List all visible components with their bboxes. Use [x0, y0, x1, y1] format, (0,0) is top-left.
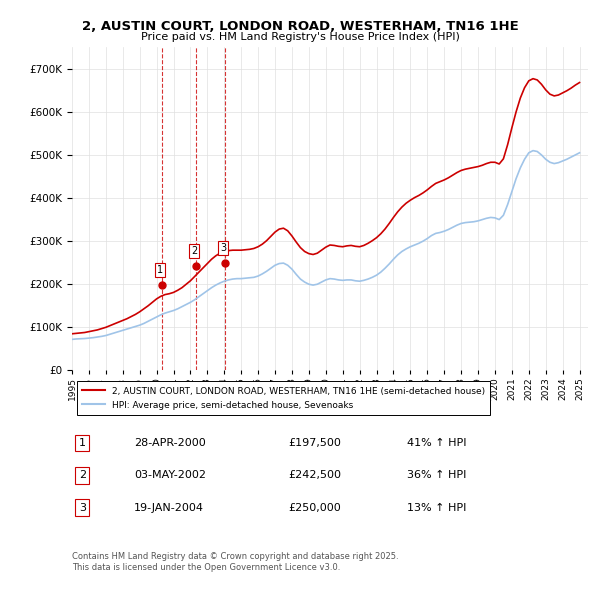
Legend: 2, AUSTIN COURT, LONDON ROAD, WESTERHAM, TN16 1HE (semi-detached house), HPI: Av: 2, AUSTIN COURT, LONDON ROAD, WESTERHAM,…	[77, 381, 490, 415]
Text: 2: 2	[79, 470, 86, 480]
Text: 2: 2	[191, 246, 197, 256]
Text: 13% ↑ HPI: 13% ↑ HPI	[407, 503, 467, 513]
Text: 3: 3	[79, 503, 86, 513]
Text: 36% ↑ HPI: 36% ↑ HPI	[407, 470, 467, 480]
Text: 03-MAY-2002: 03-MAY-2002	[134, 470, 206, 480]
Text: £250,000: £250,000	[289, 503, 341, 513]
Text: 2, AUSTIN COURT, LONDON ROAD, WESTERHAM, TN16 1HE: 2, AUSTIN COURT, LONDON ROAD, WESTERHAM,…	[82, 20, 518, 33]
Text: Price paid vs. HM Land Registry's House Price Index (HPI): Price paid vs. HM Land Registry's House …	[140, 32, 460, 42]
Text: Contains HM Land Registry data © Crown copyright and database right 2025.
This d: Contains HM Land Registry data © Crown c…	[72, 552, 398, 572]
Text: 41% ↑ HPI: 41% ↑ HPI	[407, 438, 467, 448]
Text: £242,500: £242,500	[289, 470, 342, 480]
Text: 28-APR-2000: 28-APR-2000	[134, 438, 206, 448]
Text: 1: 1	[79, 438, 86, 448]
Text: 1: 1	[157, 266, 163, 276]
Text: 3: 3	[220, 242, 226, 253]
Text: 19-JAN-2004: 19-JAN-2004	[134, 503, 204, 513]
Text: £197,500: £197,500	[289, 438, 341, 448]
